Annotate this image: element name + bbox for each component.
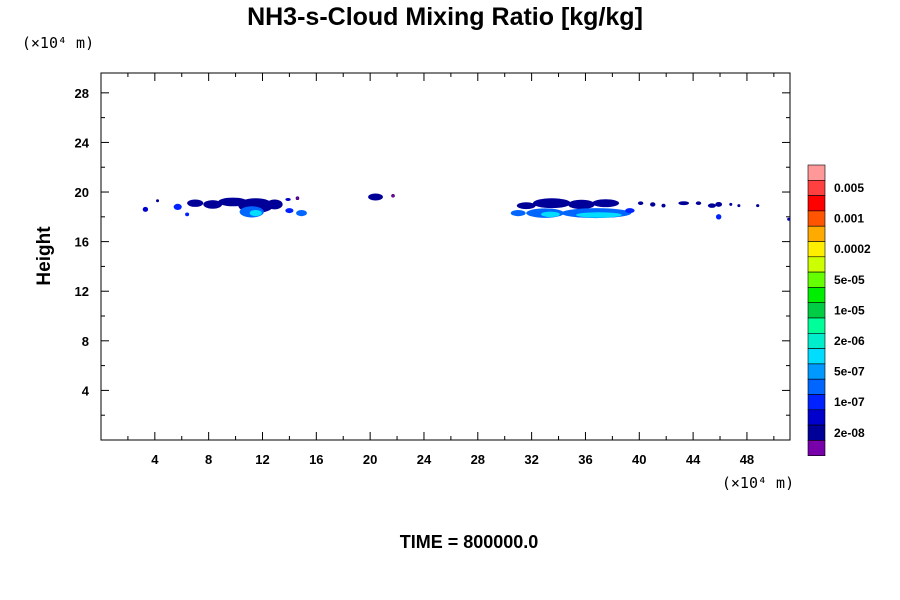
colorbar-swatch bbox=[807, 394, 826, 411]
x-tick-label: 12 bbox=[255, 452, 269, 467]
colorbar-swatch bbox=[807, 440, 826, 456]
cloud-patch-5 bbox=[203, 200, 223, 209]
cloud-patch-32 bbox=[707, 203, 716, 208]
cloud-patch-34 bbox=[715, 214, 722, 220]
y-tick-label: 28 bbox=[75, 86, 89, 101]
cloud-patch-13 bbox=[285, 208, 294, 214]
cloud-patch-25 bbox=[576, 212, 622, 218]
y-tick-label: 12 bbox=[75, 284, 89, 299]
cloud-patch-15 bbox=[368, 193, 383, 201]
x-axis-unit: (×10⁴ m) bbox=[722, 474, 794, 492]
cloud-patch-26 bbox=[625, 208, 635, 214]
colorbar-swatch bbox=[807, 241, 826, 258]
cloud-patch-27 bbox=[637, 201, 644, 206]
colorbar-swatch bbox=[807, 271, 826, 288]
cloud-patch-14 bbox=[296, 210, 307, 217]
colorbar-swatch bbox=[807, 164, 826, 181]
cloud-patch-36 bbox=[737, 204, 741, 208]
cloud-patch-12 bbox=[295, 196, 300, 201]
cloud-patch-19 bbox=[532, 198, 571, 209]
colorbar-swatch bbox=[807, 348, 826, 365]
cloud-patch-37 bbox=[756, 204, 760, 208]
colorbar-label: 0.001 bbox=[834, 212, 864, 226]
colorbar-swatch bbox=[807, 256, 826, 273]
cloud-patch-16 bbox=[391, 193, 395, 198]
cloud-patch-18 bbox=[516, 202, 536, 210]
colorbar-label: 2e-08 bbox=[834, 426, 865, 440]
cloud-patch-38 bbox=[787, 217, 791, 221]
cloud-patch-22 bbox=[567, 199, 595, 210]
colorbar-swatch bbox=[807, 210, 826, 227]
y-axis-label: Height bbox=[34, 226, 55, 286]
colorbar-swatch bbox=[807, 287, 826, 303]
colorbar-swatch bbox=[807, 225, 826, 242]
y-axis-unit: (×10⁴ m) bbox=[22, 34, 94, 52]
cloud-patch-17 bbox=[510, 210, 526, 217]
x-tick-label: 36 bbox=[578, 452, 592, 467]
colorbar-swatch bbox=[807, 378, 826, 395]
colorbar-label: 2e-06 bbox=[834, 334, 865, 348]
time-label: TIME = 800000.0 bbox=[400, 532, 539, 552]
x-tick-label: 8 bbox=[205, 452, 212, 467]
colorbar-label: 5e-05 bbox=[834, 273, 865, 287]
x-tick-label: 40 bbox=[632, 452, 646, 467]
x-tick-label: 24 bbox=[417, 452, 432, 467]
plot-frame bbox=[100, 72, 791, 441]
colorbar-swatch bbox=[807, 332, 826, 349]
colorbar-label: 5e-07 bbox=[834, 365, 865, 379]
y-tick-label: 16 bbox=[75, 235, 89, 250]
colorbar-swatch bbox=[807, 195, 826, 212]
cloud-field bbox=[142, 193, 791, 221]
x-tick-label: 44 bbox=[686, 452, 701, 467]
x-tick-label: 48 bbox=[740, 452, 754, 467]
cloud-patch-30 bbox=[678, 201, 690, 206]
colorbar-swatch bbox=[807, 180, 826, 196]
cloud-patch-9 bbox=[249, 210, 262, 217]
chart-title: NH3-s-Cloud Mixing Ratio [kg/kg] bbox=[247, 3, 643, 31]
cloud-patch-35 bbox=[729, 202, 733, 206]
y-tick-label: 20 bbox=[75, 185, 89, 200]
colorbar-swatch bbox=[807, 317, 826, 334]
cloud-patch-11 bbox=[285, 197, 291, 201]
x-tick-label: 32 bbox=[524, 452, 538, 467]
colorbar-label: 0.0002 bbox=[834, 242, 871, 256]
colorbar-swatch bbox=[807, 424, 826, 441]
cloud-patch-29 bbox=[661, 203, 666, 208]
cloud-patch-31 bbox=[695, 201, 702, 206]
colorbar-label: 1e-07 bbox=[834, 395, 865, 409]
colorbar-swatch bbox=[807, 302, 826, 319]
colorbar-swatch bbox=[807, 363, 826, 380]
cloud-patch-23 bbox=[592, 199, 620, 208]
x-tick-label: 20 bbox=[363, 452, 377, 467]
x-tick-label: 28 bbox=[471, 452, 485, 467]
y-tick-label: 4 bbox=[82, 383, 90, 398]
x-tick-label: 16 bbox=[309, 452, 323, 467]
cloud-patch-28 bbox=[650, 202, 656, 207]
cloud-patch-1 bbox=[156, 199, 160, 203]
cloud-patch-2 bbox=[173, 203, 182, 211]
colorbar-label: 1e-05 bbox=[834, 303, 865, 317]
cloud-patch-33 bbox=[715, 201, 723, 207]
y-tick-label: 24 bbox=[75, 135, 90, 150]
cloud-patch-3 bbox=[185, 212, 190, 217]
colorbar: 0.005 0.001 0.0002 5e-05 1e-05 2e-06 5e-07 1e-0… bbox=[807, 164, 871, 456]
colorbar-label: 0.005 bbox=[834, 181, 864, 195]
colorbar-swatch bbox=[807, 409, 826, 426]
cloud-patch-10 bbox=[266, 199, 283, 210]
x-tick-label: 4 bbox=[151, 452, 159, 467]
y-tick-label: 8 bbox=[82, 334, 89, 349]
cloud-patch-21 bbox=[541, 211, 560, 218]
cloud-patch-0 bbox=[142, 206, 149, 212]
cloud-patch-4 bbox=[187, 199, 204, 207]
